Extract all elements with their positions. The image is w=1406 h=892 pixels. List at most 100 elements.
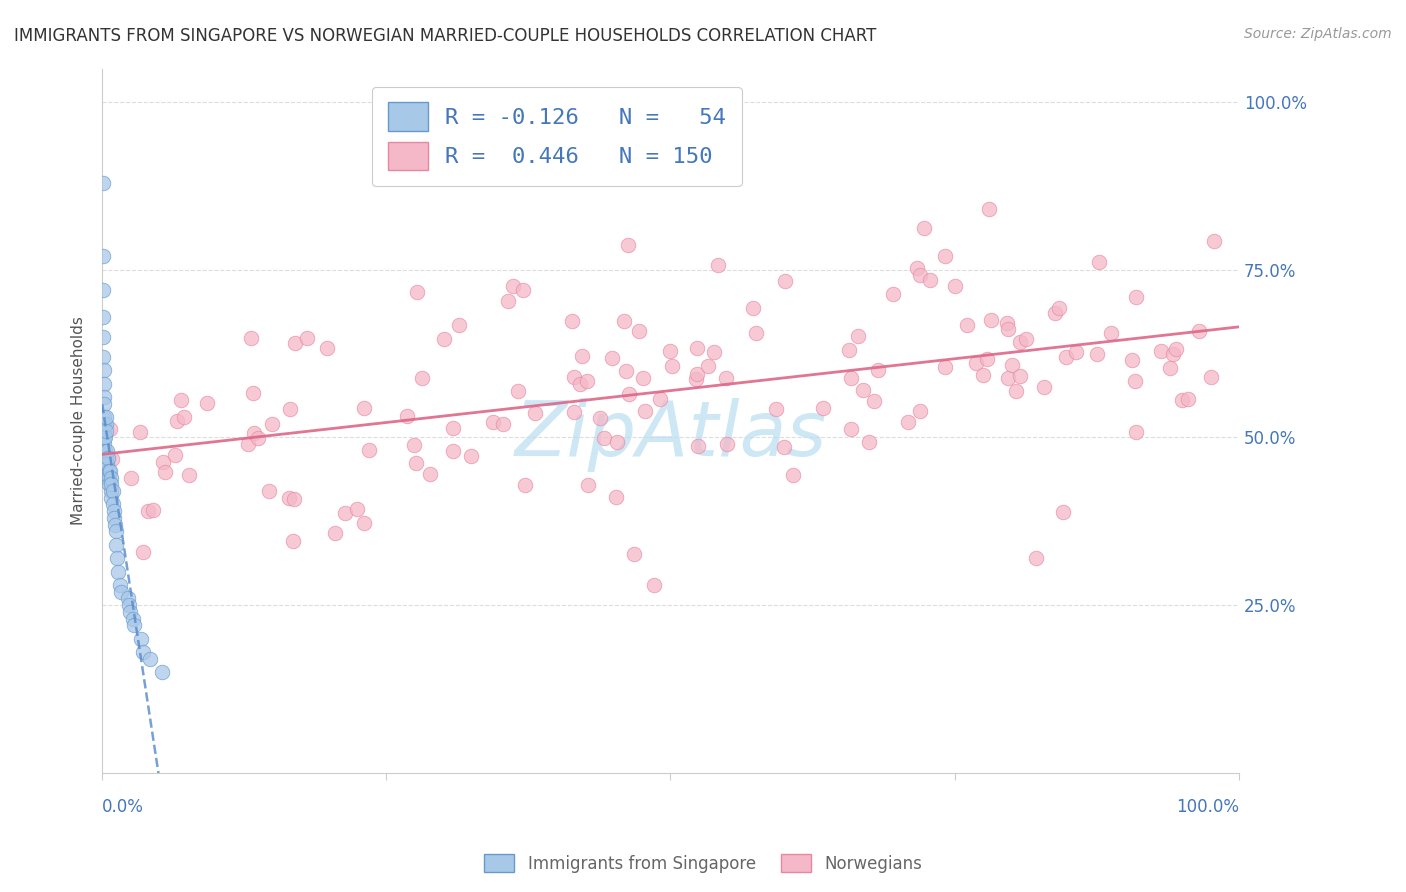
Point <box>346 502 368 516</box>
Point <box>858 434 880 449</box>
Point <box>110 584 132 599</box>
Point <box>561 313 583 327</box>
Point <box>94 430 117 444</box>
Point <box>96 470 118 484</box>
Point <box>617 238 640 252</box>
Point <box>659 344 682 359</box>
Point <box>1159 360 1181 375</box>
Point <box>976 352 998 367</box>
Point <box>138 504 160 518</box>
Point <box>94 410 117 425</box>
Point <box>103 511 125 525</box>
Point <box>236 437 259 451</box>
Point <box>441 420 464 434</box>
Point <box>103 498 125 512</box>
Point <box>93 283 115 297</box>
Text: IMMIGRANTS FROM SINGAPORE VS NORWEGIAN MARRIED-COUPLE HOUSEHOLDS CORRELATION CHA: IMMIGRANTS FROM SINGAPORE VS NORWEGIAN M… <box>14 27 876 45</box>
Point <box>405 285 427 300</box>
Point <box>943 278 966 293</box>
Point <box>173 409 195 424</box>
Point <box>449 318 471 333</box>
Point <box>103 504 125 518</box>
Point <box>93 310 115 324</box>
Point <box>685 372 707 386</box>
Point <box>524 407 547 421</box>
Point <box>278 491 301 505</box>
Point <box>1177 392 1199 406</box>
Point <box>568 376 591 391</box>
Point <box>460 449 482 463</box>
Point <box>93 363 115 377</box>
Point <box>980 313 1002 327</box>
Point <box>918 273 941 287</box>
Point <box>97 464 120 478</box>
Point <box>605 490 627 504</box>
Point <box>246 431 269 445</box>
Point <box>1125 425 1147 440</box>
Point <box>93 410 115 425</box>
Point <box>905 261 928 276</box>
Point <box>1199 370 1222 384</box>
Point <box>93 330 115 344</box>
Point <box>315 341 337 355</box>
Point <box>121 611 143 625</box>
Point <box>686 367 709 381</box>
Point <box>997 322 1019 336</box>
Point <box>93 417 115 431</box>
Point <box>1202 234 1225 248</box>
Point <box>908 404 931 418</box>
Point <box>838 343 860 357</box>
Point <box>122 618 145 632</box>
Point <box>492 417 515 431</box>
Point <box>131 545 153 559</box>
Point <box>813 401 835 415</box>
Point <box>506 384 529 398</box>
Point <box>648 392 671 407</box>
Point <box>100 470 122 484</box>
Point <box>1043 306 1066 320</box>
Point <box>105 538 128 552</box>
Text: 0.0%: 0.0% <box>103 797 143 815</box>
Text: Source: ZipAtlas.com: Source: ZipAtlas.com <box>1244 27 1392 41</box>
Text: 100.0%: 100.0% <box>1175 797 1239 815</box>
Point <box>643 578 665 592</box>
Text: ZipAtlas: ZipAtlas <box>515 398 827 472</box>
Point <box>1064 345 1087 359</box>
Point <box>706 259 728 273</box>
Point <box>1032 380 1054 394</box>
Point <box>93 249 115 263</box>
Point <box>502 278 524 293</box>
Point <box>481 415 503 429</box>
Point <box>863 393 886 408</box>
Point <box>96 457 118 471</box>
Point <box>93 430 115 444</box>
Point <box>614 363 637 377</box>
Point <box>1001 359 1024 373</box>
Point <box>1121 353 1143 368</box>
Point <box>977 202 1000 217</box>
Point <box>132 645 155 659</box>
Point <box>972 368 994 382</box>
Point <box>512 283 534 297</box>
Point <box>98 477 121 491</box>
Point <box>94 417 117 431</box>
Point <box>195 396 218 410</box>
Point <box>1004 384 1026 399</box>
Point <box>1149 343 1171 358</box>
Point <box>934 360 956 375</box>
Point <box>94 443 117 458</box>
Point <box>353 401 375 415</box>
Point <box>93 176 115 190</box>
Point <box>628 324 651 338</box>
Point <box>155 465 177 479</box>
Point <box>773 440 796 454</box>
Point <box>934 249 956 263</box>
Point <box>100 477 122 491</box>
Point <box>576 478 599 492</box>
Point <box>634 404 657 418</box>
Point <box>297 331 319 345</box>
Point <box>441 444 464 458</box>
Point <box>150 665 173 680</box>
Point <box>120 470 142 484</box>
Point <box>359 442 381 457</box>
